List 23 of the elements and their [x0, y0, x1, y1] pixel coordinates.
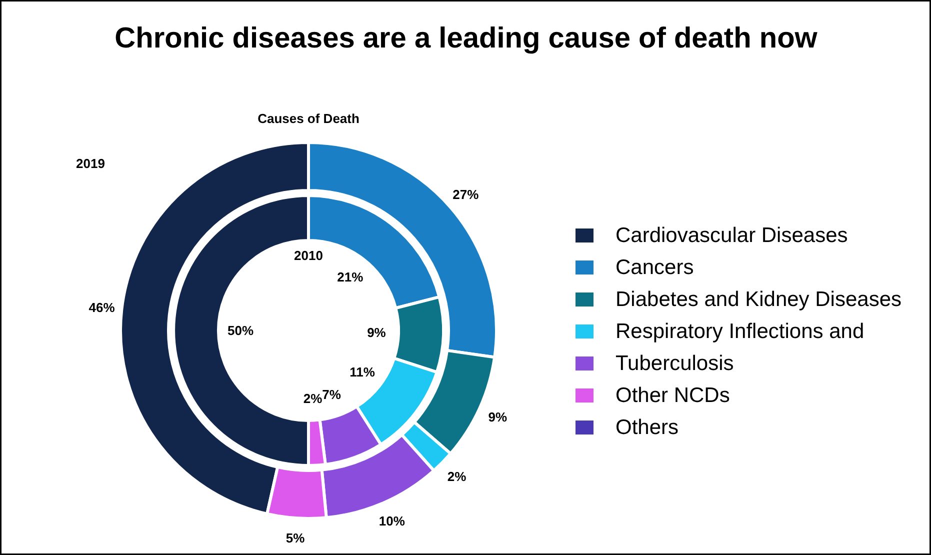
data-label: 27%: [452, 186, 480, 202]
data-label: 9%: [488, 409, 508, 424]
chart-title: Chronic diseases are a leading cause of death now: [114, 22, 818, 54]
data-label: 5%: [286, 530, 306, 546]
data-label: 11%: [350, 364, 376, 380]
data-label: 10%: [378, 514, 406, 529]
data-label: 21%: [337, 269, 364, 284]
data-label: 2%: [447, 468, 467, 484]
slice-label: 2010: [294, 248, 323, 263]
chart-subtitle: Causes of Death: [258, 111, 360, 126]
legend-label: Tuberculosis: [616, 352, 734, 375]
legend-label: Other NCDs: [616, 384, 730, 407]
legend-label: Cancers: [616, 256, 694, 279]
slice-label: 2019: [76, 156, 105, 171]
data-label: 7%: [322, 386, 342, 402]
legend-label: Diabetes and Kidney Diseases: [616, 288, 902, 311]
legend-label: Cardiovascular Diseases: [616, 224, 848, 247]
data-label: 50%: [227, 323, 254, 338]
legend-label: Others: [616, 416, 679, 439]
legend-label: Respiratory Inflections and: [616, 320, 864, 343]
data-label: 2%: [303, 390, 323, 406]
data-label: 46%: [88, 300, 116, 315]
data-label: 9%: [367, 325, 386, 340]
